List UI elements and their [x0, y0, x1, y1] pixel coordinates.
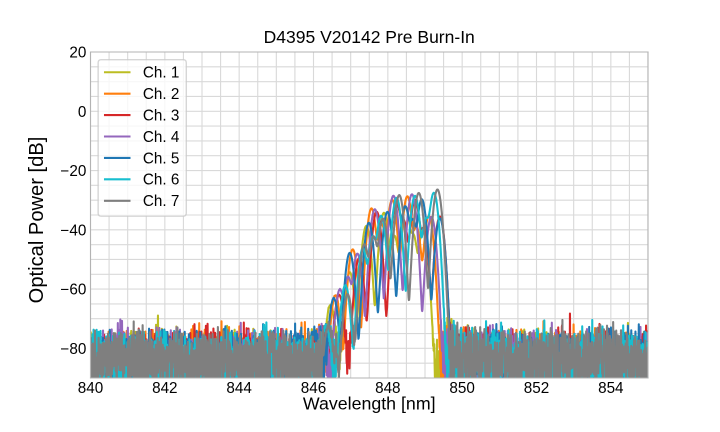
svg-text:D4395 V20142 Pre Burn-In: D4395 V20142 Pre Burn-In: [264, 27, 475, 47]
svg-text:850: 850: [449, 380, 474, 397]
svg-text:Ch. 5: Ch. 5: [143, 150, 180, 167]
svg-text:844: 844: [226, 380, 252, 397]
svg-text:0: 0: [78, 104, 86, 121]
svg-text:Ch. 1: Ch. 1: [143, 65, 180, 82]
svg-text:848: 848: [375, 380, 400, 397]
svg-text:Ch. 6: Ch. 6: [143, 172, 180, 189]
svg-text:846: 846: [301, 380, 326, 397]
svg-text:−20: −20: [60, 163, 86, 180]
svg-text:Ch. 4: Ch. 4: [143, 129, 180, 146]
svg-text:Optical Power [dB]: Optical Power [dB]: [26, 137, 48, 304]
svg-text:Ch. 3: Ch. 3: [143, 107, 180, 124]
svg-text:852: 852: [524, 380, 549, 397]
svg-text:Ch. 2: Ch. 2: [143, 86, 180, 103]
svg-text:−80: −80: [60, 341, 86, 358]
svg-text:−60: −60: [60, 282, 86, 299]
svg-text:842: 842: [152, 380, 177, 397]
svg-text:840: 840: [78, 380, 103, 397]
svg-text:Wavelength [nm]: Wavelength [nm]: [303, 393, 436, 413]
svg-text:20: 20: [69, 45, 86, 62]
svg-text:854: 854: [598, 380, 624, 397]
svg-text:−40: −40: [60, 222, 86, 239]
svg-text:Ch. 7: Ch. 7: [143, 193, 180, 210]
